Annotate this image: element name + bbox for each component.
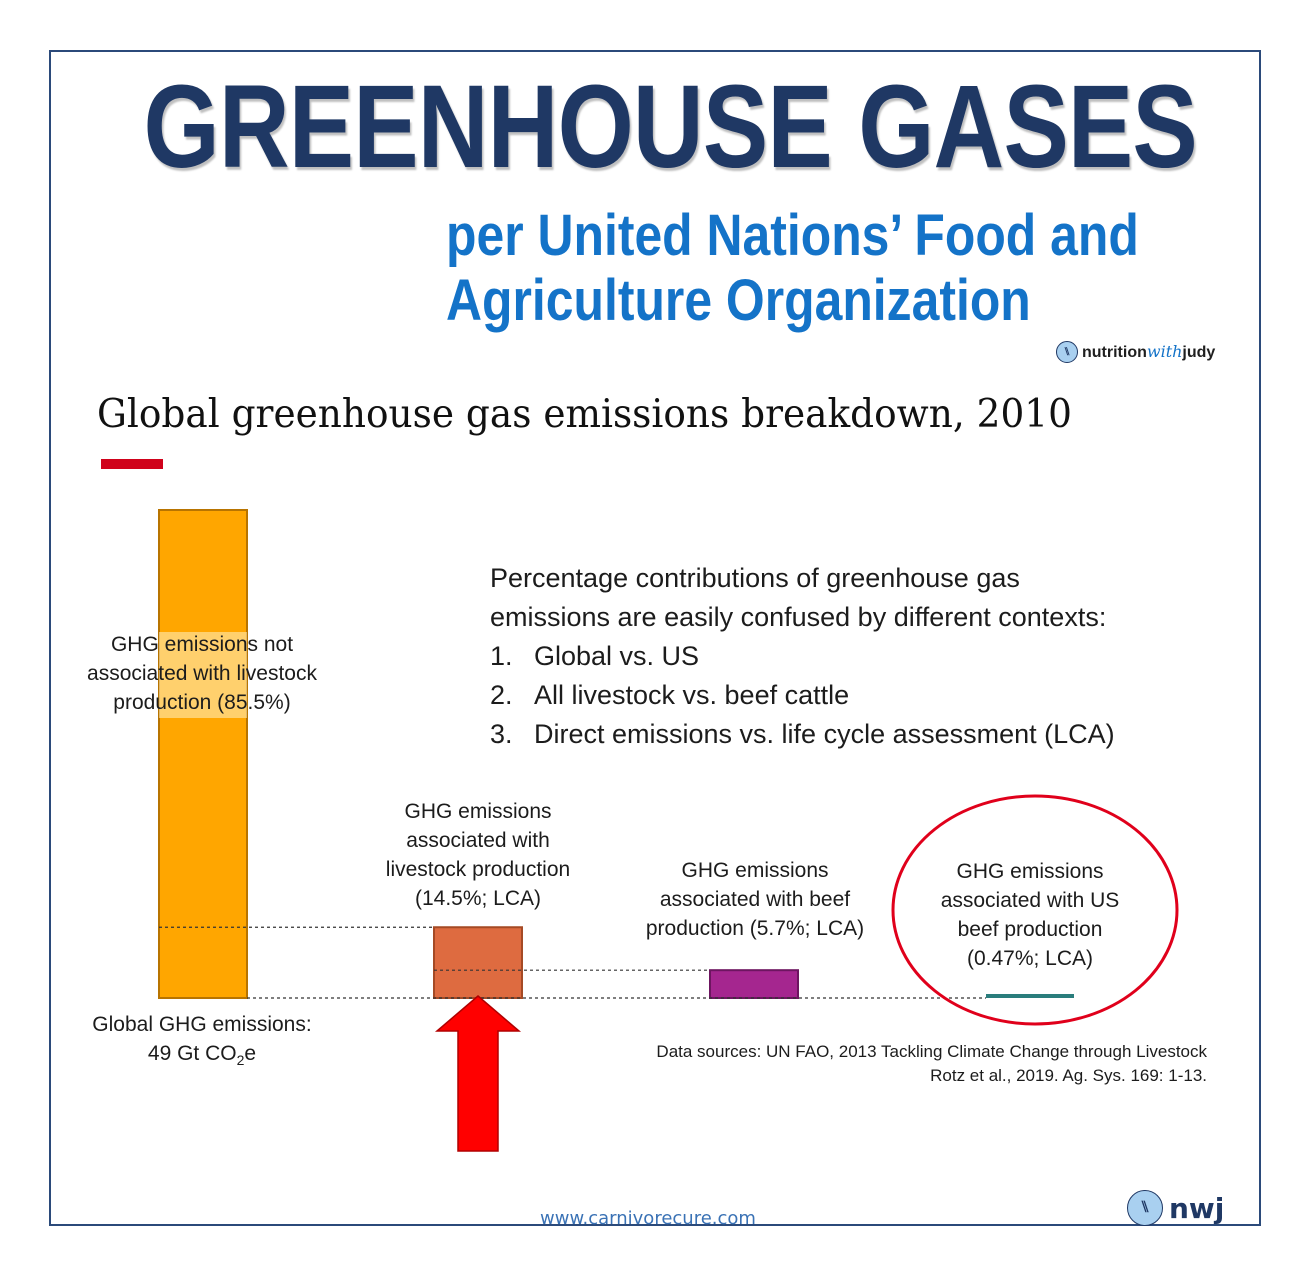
- data-sources: Data sources: UN FAO, 2013 Tackling Clim…: [656, 1042, 1207, 1085]
- brand-logo-top: ⑊ nutritionwithjudy: [1056, 341, 1215, 363]
- brand-short: nwj: [1169, 1191, 1225, 1225]
- label-livestock: GHG emissions associated with livestock …: [385, 800, 571, 910]
- label-highlight: [159, 632, 247, 718]
- note-intro-line-2: emissions are easily confused by differe…: [490, 602, 1107, 632]
- brand-logo-bottom: ⑊ nwj: [1127, 1190, 1224, 1226]
- subtitle-line-1: per United Nations’ Food and: [446, 203, 1139, 268]
- bar-us-beef: [986, 994, 1074, 998]
- fork-knife-icon: ⑊: [1056, 341, 1078, 363]
- bar-non-livestock: [158, 509, 248, 999]
- website-link[interactable]: www.carnivorecure.com: [540, 1208, 756, 1229]
- context-note: Percentage contributions of greenhouse g…: [490, 559, 1115, 754]
- bar-livestock: [433, 926, 523, 999]
- main-title: GREENHOUSE GASES: [143, 61, 1198, 193]
- fork-knife-icon: ⑊: [1127, 1190, 1163, 1226]
- highlight-arrow: [434, 995, 522, 1152]
- note-item: 3. Direct emissions vs. life cycle assess…: [490, 719, 1115, 749]
- note-item: 2. All livestock vs. beef cattle: [490, 680, 850, 710]
- note-intro-line-1: Percentage contributions of greenhouse g…: [490, 563, 1020, 593]
- label-beef: GHG emissions associated with beef produ…: [645, 859, 865, 940]
- title-accent-bar: [101, 459, 163, 469]
- brand-name: nutritionwithjudy: [1082, 342, 1216, 361]
- subtitle-line-2: Agriculture Organization: [446, 268, 1031, 333]
- label-non-livestock: GHG emissions not associated with livest…: [87, 633, 317, 714]
- note-item: 1. Global vs. US: [490, 641, 700, 671]
- infographic-frame: [49, 50, 1261, 1226]
- label-global-total: Global GHG emissions: 49 Gt CO2e: [92, 1013, 312, 1069]
- label-us-beef: GHG emissions associated with US beef pr…: [940, 860, 1120, 970]
- chart-title: Global greenhouse gas emissions breakdow…: [97, 392, 1072, 437]
- highlight-circle: [891, 794, 1179, 1026]
- bar-beef: [709, 969, 799, 1000]
